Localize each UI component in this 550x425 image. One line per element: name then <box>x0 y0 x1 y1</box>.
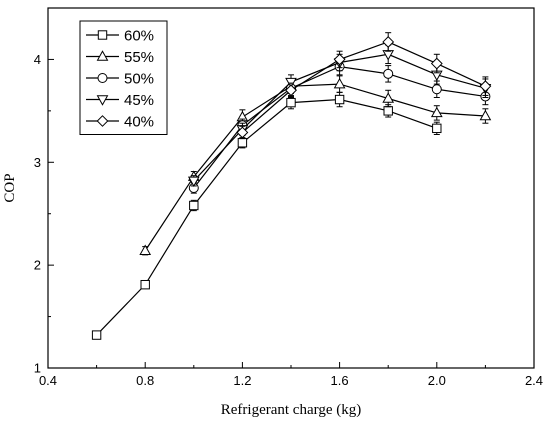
series-55 <box>139 75 492 256</box>
series-60-point <box>286 97 296 108</box>
series-50-point <box>431 84 442 95</box>
legend-item-60-marker <box>97 30 108 40</box>
legend-item-50: 50% <box>86 71 154 88</box>
series-60-point <box>383 106 393 116</box>
legend-item-60-label: 60% <box>124 28 154 45</box>
legend-item-45-label: 45% <box>124 92 154 109</box>
series-55-point <box>430 106 443 118</box>
series-50-point <box>383 68 394 79</box>
series-60-point <box>237 138 248 148</box>
y-tick-label: 1 <box>34 361 41 376</box>
series-40-point <box>382 36 395 48</box>
x-axis-title: Refrigerant charge (kg) <box>221 402 362 418</box>
series-40-point <box>479 80 492 93</box>
axis-ticks: 0.4 0.8 1.2 1.6 2.0 2.4 1 2 3 4 <box>34 7 543 388</box>
legend-item-55-marker <box>96 50 109 61</box>
series-60-point <box>91 330 102 340</box>
series-55-point <box>139 244 152 255</box>
series-55-line <box>144 83 486 252</box>
legend: 60% 55% 50% 45% 40% <box>79 20 168 135</box>
series-60 <box>91 91 442 340</box>
legend-item-45-marker <box>96 95 109 106</box>
series-40 <box>236 32 492 140</box>
x-tick-label: 1.6 <box>331 373 349 388</box>
legend-item-40-marker <box>96 115 109 127</box>
series-55-point <box>382 92 395 103</box>
y-axis-title: COP <box>2 173 18 202</box>
x-tick-label: 0.8 <box>136 373 154 388</box>
series-40-point <box>236 126 249 139</box>
x-tick-label: 2.0 <box>428 373 446 388</box>
legend-item-50-marker <box>97 73 108 83</box>
x-tick-label: 2.4 <box>525 373 543 388</box>
legend-item-45: 45% <box>86 92 154 109</box>
series-40-line <box>242 41 486 133</box>
legend-item-40-label: 40% <box>124 114 154 131</box>
series-40-point <box>430 57 443 70</box>
series-60-point <box>140 279 150 290</box>
legend-item-60: 60% <box>86 28 154 45</box>
legend-item-40: 40% <box>86 114 154 131</box>
y-tick-label: 3 <box>34 155 41 170</box>
series-55-point <box>479 109 492 121</box>
series-60-line <box>96 98 438 336</box>
series-40-point <box>285 84 297 97</box>
x-tick-label: 1.2 <box>233 373 251 388</box>
y-tick-label: 4 <box>34 52 41 67</box>
series-60-point <box>432 123 442 134</box>
legend-item-50-label: 50% <box>124 71 154 88</box>
x-tick-label: 0.4 <box>39 373 57 388</box>
series-60-point <box>334 94 345 105</box>
y-tick-label: 2 <box>34 258 41 273</box>
series-layer <box>91 32 492 340</box>
series-55-point <box>333 77 346 89</box>
legend-item-55-label: 55% <box>124 49 154 66</box>
series-45-point <box>187 176 200 188</box>
legend-item-55: 55% <box>86 49 154 66</box>
series-60-point <box>189 200 199 211</box>
series-40-point <box>333 53 346 66</box>
